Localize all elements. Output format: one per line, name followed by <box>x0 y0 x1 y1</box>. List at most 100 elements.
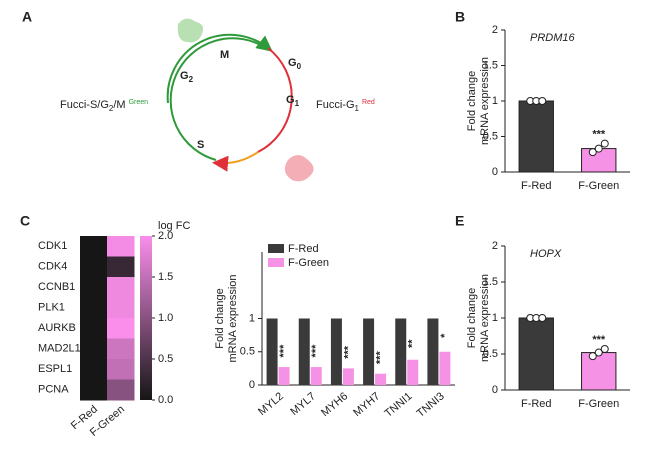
fucci-green-label: Fucci-S/G2/M Green <box>60 99 148 113</box>
y-axis-label: mRNA expression <box>479 274 491 362</box>
bar <box>375 373 387 385</box>
cycle-arrow <box>166 33 273 104</box>
bar <box>407 359 419 385</box>
x-tick-label: MYH7 <box>351 390 382 419</box>
y-tick-label: 1 <box>492 312 498 324</box>
phase-label: G1 <box>286 94 300 108</box>
legend-label: F-Red <box>288 243 319 255</box>
heatmap-cell <box>107 236 135 257</box>
phase-label: G0 <box>288 57 302 71</box>
bar <box>363 318 375 385</box>
x-tick-label: TNNI3 <box>415 390 447 420</box>
y-tick-label: 0.5 <box>483 348 498 360</box>
heatmap-cell <box>80 256 108 278</box>
colorbar-tick-label: 0.5 <box>158 353 173 365</box>
y-axis-label: mRNA expression <box>479 57 491 145</box>
phase-label: S <box>197 139 204 151</box>
row-label: AURKB <box>38 322 76 334</box>
x-tick-label: MYL2 <box>256 390 286 418</box>
row-label: CCNB1 <box>38 281 75 293</box>
colorbar-tick-label: 0.0 <box>158 394 173 406</box>
y-tick-label: 2 <box>492 240 498 252</box>
cycle-arc-green <box>169 37 267 161</box>
cell-icon-green <box>177 18 204 43</box>
heatmap-cell <box>80 297 108 319</box>
data-point <box>538 97 547 105</box>
chart-title: HOPX <box>530 248 562 260</box>
bar <box>266 318 278 385</box>
x-tick-label: F-Green <box>578 180 619 192</box>
x-tick-label: F-Green <box>578 398 619 410</box>
panel-label: A <box>22 9 32 25</box>
legend-label: F-Green <box>288 257 329 269</box>
cycle-arc-orange <box>212 151 259 172</box>
bar <box>439 351 451 385</box>
y-tick-label: 0 <box>492 384 498 396</box>
heatmap-cell <box>107 318 135 339</box>
y-tick-label: 0.5 <box>483 130 498 142</box>
bar <box>427 318 439 385</box>
cell-icon-red <box>284 155 314 182</box>
significance: * <box>439 333 451 338</box>
bar <box>278 367 290 385</box>
colorbar-tick-label: 1.0 <box>158 312 173 324</box>
data-point <box>588 148 597 157</box>
y-axis-label: Fold change <box>466 71 478 132</box>
x-tick-label: F-Red <box>521 398 552 410</box>
cycle-arc-red <box>257 47 293 153</box>
fucci-red-label: Fucci-G1Red <box>316 99 375 113</box>
legend-swatch <box>268 258 284 267</box>
significance: *** <box>310 344 322 358</box>
significance: ** <box>407 339 419 348</box>
significance: *** <box>592 334 606 346</box>
x-tick-label: MYH6 <box>319 390 350 419</box>
x-tick-label: MYL7 <box>288 390 318 418</box>
phase-label: G2 <box>180 70 194 84</box>
y-tick-label: 2 <box>492 24 498 36</box>
bar <box>310 367 322 385</box>
y-tick-label: 1 <box>249 312 255 324</box>
bar <box>518 100 554 173</box>
y-tick-label: 1.5 <box>483 276 498 288</box>
bar <box>342 368 354 385</box>
chart-title: PRDM16 <box>530 32 576 44</box>
panel-label: E <box>455 213 464 229</box>
heatmap-cell <box>107 256 135 278</box>
y-axis-label: Fold change <box>466 288 478 349</box>
significance: *** <box>342 345 354 359</box>
panel-label: C <box>20 213 30 229</box>
row-label: ESPL1 <box>38 363 72 375</box>
heatmap-cell <box>80 359 108 380</box>
bar <box>581 352 617 391</box>
data-point <box>600 344 609 353</box>
row-label: PLK1 <box>38 302 65 314</box>
significance: *** <box>592 129 606 141</box>
bar <box>518 317 554 391</box>
data-point <box>594 348 603 357</box>
colorbar <box>140 236 152 400</box>
row-label: CDK4 <box>38 261 67 273</box>
data-point <box>538 314 547 322</box>
heatmap-cell <box>80 379 108 401</box>
heatmap-cell <box>107 297 135 319</box>
colorbar-tick-label: 2.0 <box>158 230 173 242</box>
bar <box>298 318 310 385</box>
heatmap-cell <box>80 236 108 257</box>
y-tick-label: 0 <box>492 166 498 178</box>
heatmap-cell <box>107 379 135 401</box>
bar <box>395 318 407 385</box>
x-tick-label: TNNI1 <box>382 390 414 420</box>
y-axis-label: Fold change <box>214 288 226 349</box>
row-label: MAD2L1 <box>38 343 81 355</box>
colorbar-title: log FC <box>158 220 190 232</box>
significance: *** <box>278 344 290 358</box>
row-label: CDK1 <box>38 240 67 252</box>
heatmap-cell <box>80 338 108 360</box>
heatmap-cell <box>107 338 135 360</box>
y-tick-label: 1 <box>492 95 498 107</box>
panel-label: B <box>455 9 465 25</box>
data-point <box>588 352 597 361</box>
data-point <box>600 139 609 148</box>
data-point <box>594 144 603 153</box>
